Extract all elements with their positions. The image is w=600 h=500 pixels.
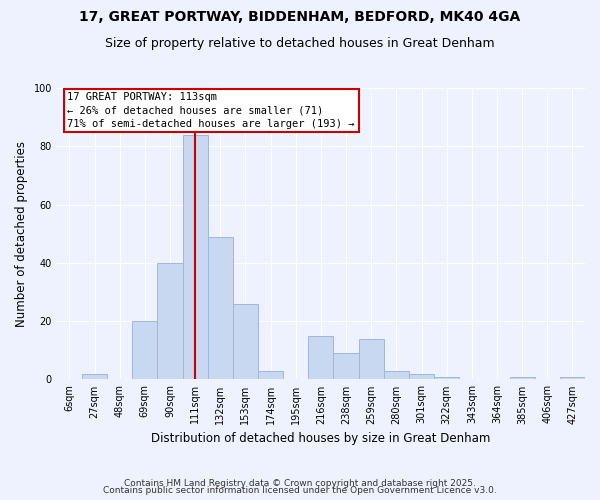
- Y-axis label: Number of detached properties: Number of detached properties: [15, 140, 28, 326]
- Text: Contains HM Land Registry data © Crown copyright and database right 2025.: Contains HM Land Registry data © Crown c…: [124, 478, 476, 488]
- Bar: [334, 353, 359, 380]
- Bar: [560, 376, 585, 380]
- Bar: [359, 338, 384, 380]
- Text: 17, GREAT PORTWAY, BIDDENHAM, BEDFORD, MK40 4GA: 17, GREAT PORTWAY, BIDDENHAM, BEDFORD, M…: [79, 10, 521, 24]
- Bar: [182, 134, 208, 380]
- Bar: [208, 236, 233, 380]
- Bar: [409, 374, 434, 380]
- Bar: [509, 376, 535, 380]
- Text: 17 GREAT PORTWAY: 113sqm
← 26% of detached houses are smaller (71)
71% of semi-d: 17 GREAT PORTWAY: 113sqm ← 26% of detach…: [67, 92, 355, 129]
- Bar: [308, 336, 334, 380]
- Bar: [132, 321, 157, 380]
- Bar: [82, 374, 107, 380]
- Text: Contains public sector information licensed under the Open Government Licence v3: Contains public sector information licen…: [103, 486, 497, 495]
- Bar: [434, 376, 459, 380]
- Bar: [384, 370, 409, 380]
- Text: Size of property relative to detached houses in Great Denham: Size of property relative to detached ho…: [105, 38, 495, 51]
- X-axis label: Distribution of detached houses by size in Great Denham: Distribution of detached houses by size …: [151, 432, 491, 445]
- Bar: [258, 370, 283, 380]
- Bar: [157, 263, 182, 380]
- Bar: [233, 304, 258, 380]
